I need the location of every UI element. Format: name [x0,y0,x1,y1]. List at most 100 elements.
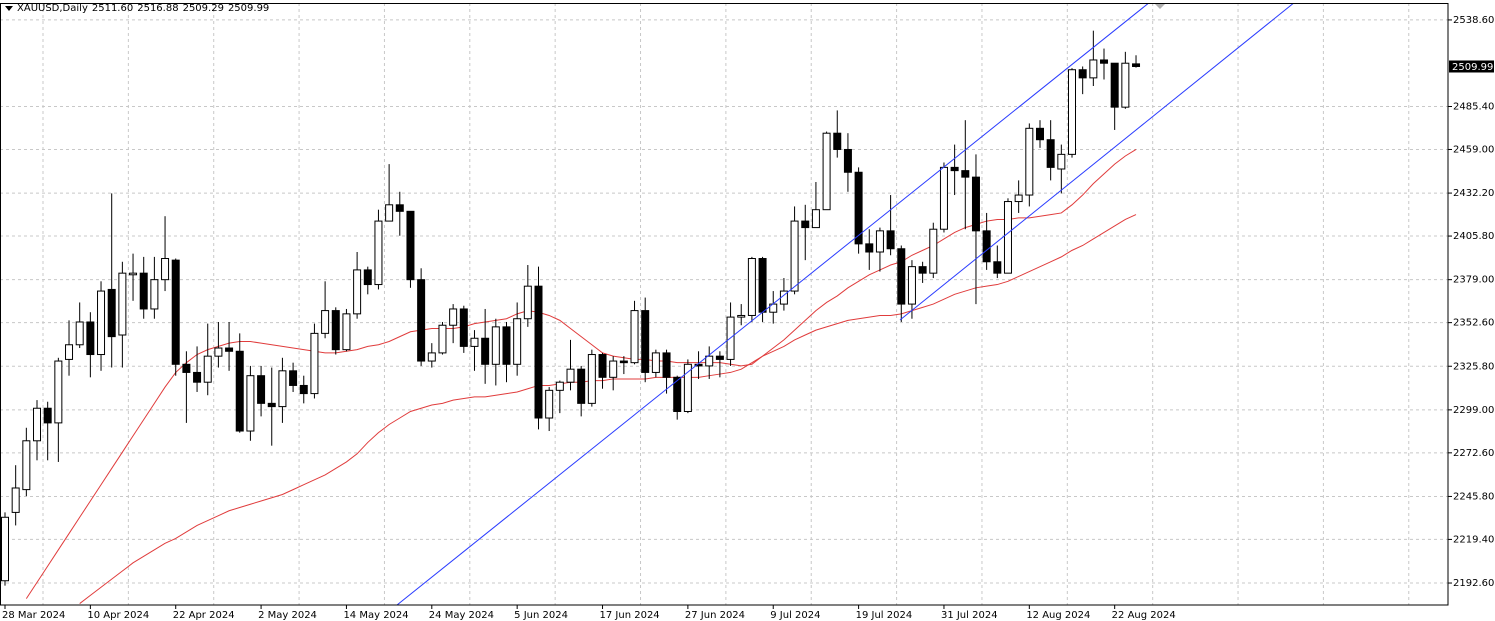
candle-body [54,360,63,424]
candle-body [939,166,948,230]
x-tick-label: 22 Apr 2024 [173,610,235,621]
candle-body [502,326,511,365]
candle-body [289,370,298,386]
current-price-box [1449,60,1494,73]
candle-body [715,355,724,360]
candle-body [1003,201,1012,274]
candle-body [417,279,426,362]
x-tick-label: 27 Jun 2024 [685,610,745,621]
candle-body [886,230,895,250]
header-arrow [5,5,13,11]
candle-body [1057,153,1066,170]
candle-body [683,363,692,412]
candle-body [971,176,980,232]
candle-body [182,363,191,373]
plot-frame [0,3,1449,606]
axes: 2538.60 2485.40 2459.00 2432.20 2405.80 2379.… [2,15,1494,621]
candle-body [427,352,436,362]
candle-body [694,363,703,367]
candle-body [1121,62,1130,108]
ohlc-close: 2509.99 [227,3,270,14]
shift-marker [1154,3,1166,9]
candle-body [75,321,84,346]
y-tick-label: 2538.60 [1453,15,1494,26]
y-tick-label: 2272.60 [1453,448,1494,459]
y-tick-label: 2405.80 [1453,231,1494,242]
candle-body [257,375,266,404]
ohlc-low: 2509.29 [182,3,224,14]
symbol: XAUUSD,Daily [17,3,88,14]
y-tick-label: 2192.60 [1453,578,1494,589]
x-tick-label: 14 May 2024 [343,610,408,621]
candle-body [918,266,927,274]
candle-body [833,132,842,150]
candle-body [33,407,42,442]
candle-body [161,258,170,281]
candle-body [747,258,756,316]
moving-average [25,149,1137,599]
x-tick-label: 17 Jun 2024 [600,610,660,621]
candle-body [907,266,916,305]
candle-body [619,360,628,364]
y-tick-label: 2432.20 [1453,188,1494,199]
candle-body [353,269,362,315]
candle-body [481,337,490,365]
candle-body [651,352,660,373]
candle-body [534,285,543,419]
candle-body [171,259,180,365]
candle-body [203,355,212,383]
candle-body [587,354,596,404]
y-tick-label: 2485.40 [1453,102,1494,113]
current-price-label: 2509.99 [1452,62,1493,73]
candle-body [1,516,9,582]
x-tick-label: 31 Jul 2024 [941,610,998,621]
candle-body [577,368,586,404]
y-tick-label: 2459.00 [1453,144,1494,155]
candle-body [342,313,351,351]
grid [0,3,1448,605]
candle-body [193,371,202,383]
candle-body [673,376,682,412]
candle-body [1046,139,1055,168]
trendlines [396,3,1295,605]
candle-body [150,279,159,310]
x-tick-label: 12 Aug 2024 [1026,610,1090,621]
candle-body [363,269,372,286]
candle-body [395,204,404,212]
y-tick-label: 2219.40 [1453,534,1494,545]
plot [1,30,1141,604]
candle-body [598,354,607,378]
candle-body [86,321,95,356]
candle-body [129,272,138,276]
y-tick-label: 2299.00 [1453,405,1494,416]
x-tick-label: 28 Mar 2024 [2,610,65,621]
x-tick-label: 9 Jul 2024 [770,610,820,621]
candle-body [491,326,500,365]
candle-body [929,228,938,274]
candle-body [449,308,458,326]
candle-body [662,352,671,378]
candle-body [801,220,810,229]
candle-body [1078,69,1087,79]
candle-body [374,220,383,286]
candle-body [865,243,874,253]
candle-body [758,258,767,313]
ohlc-high: 2516.88 [137,3,179,14]
candle-body [385,204,394,222]
chart-header: XAUUSD,Daily 2511.60 2516.88 2509.29 250… [5,3,269,14]
candle-body [225,347,234,352]
candle-body [438,324,447,354]
trendline [899,3,1295,321]
moving-average [79,214,1137,604]
candle-body [278,370,287,408]
candle-body [246,375,255,432]
candle-body [235,350,244,432]
candle-body [1089,59,1098,79]
candle-body [65,344,74,360]
candle-body [139,272,148,310]
candle-body [406,210,415,281]
candle-body [299,384,308,395]
candle-body [630,310,639,364]
candle-body [97,290,106,356]
y-tick-label: 2245.80 [1453,491,1494,502]
